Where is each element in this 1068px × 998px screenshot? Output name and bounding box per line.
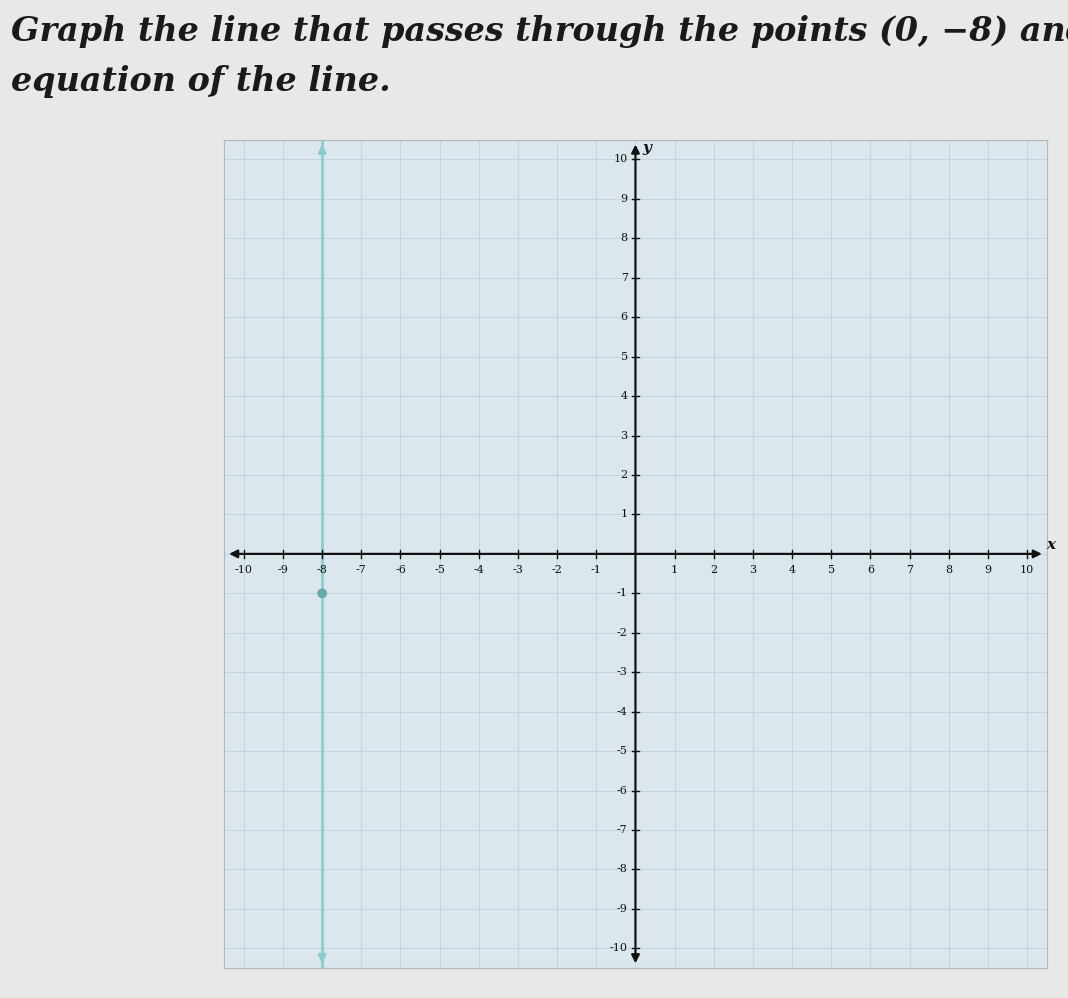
Text: Graph the line that passes through the points (0, −8) and (–: Graph the line that passes through the p… — [11, 15, 1068, 48]
Text: x: x — [1047, 538, 1056, 552]
Text: -1: -1 — [591, 565, 601, 575]
Text: 8: 8 — [945, 565, 953, 575]
Text: -3: -3 — [616, 668, 628, 678]
Text: -4: -4 — [473, 565, 484, 575]
Text: 6: 6 — [867, 565, 874, 575]
Text: -5: -5 — [616, 747, 628, 756]
Text: 10: 10 — [1020, 565, 1034, 575]
Text: 3: 3 — [750, 565, 756, 575]
Text: 2: 2 — [621, 470, 628, 480]
Text: equation of the line.: equation of the line. — [11, 65, 391, 98]
Text: -3: -3 — [513, 565, 523, 575]
Text: -10: -10 — [610, 943, 628, 953]
Point — [314, 586, 331, 602]
Text: 5: 5 — [828, 565, 835, 575]
Text: -2: -2 — [552, 565, 563, 575]
Text: 2: 2 — [710, 565, 718, 575]
Text: 7: 7 — [906, 565, 913, 575]
Text: -9: -9 — [278, 565, 288, 575]
Text: -7: -7 — [617, 825, 628, 835]
Text: -6: -6 — [616, 785, 628, 795]
Text: -5: -5 — [435, 565, 445, 575]
Text: -9: -9 — [616, 904, 628, 914]
Text: -8: -8 — [317, 565, 328, 575]
Text: 5: 5 — [621, 351, 628, 361]
Text: 3: 3 — [621, 430, 628, 440]
Text: 9: 9 — [621, 194, 628, 204]
Text: 10: 10 — [613, 155, 628, 165]
Text: -10: -10 — [235, 565, 253, 575]
Text: 1: 1 — [621, 509, 628, 519]
Text: 4: 4 — [788, 565, 796, 575]
Text: 4: 4 — [621, 391, 628, 401]
Text: -7: -7 — [356, 565, 366, 575]
Text: y: y — [643, 141, 651, 155]
Text: 8: 8 — [621, 234, 628, 244]
Text: -2: -2 — [616, 628, 628, 638]
Text: -1: -1 — [616, 589, 628, 599]
Text: -8: -8 — [616, 864, 628, 874]
Text: -6: -6 — [395, 565, 406, 575]
Text: 1: 1 — [671, 565, 678, 575]
Text: 7: 7 — [621, 272, 628, 282]
Text: 9: 9 — [985, 565, 991, 575]
Text: 6: 6 — [621, 312, 628, 322]
Text: -4: -4 — [616, 707, 628, 717]
